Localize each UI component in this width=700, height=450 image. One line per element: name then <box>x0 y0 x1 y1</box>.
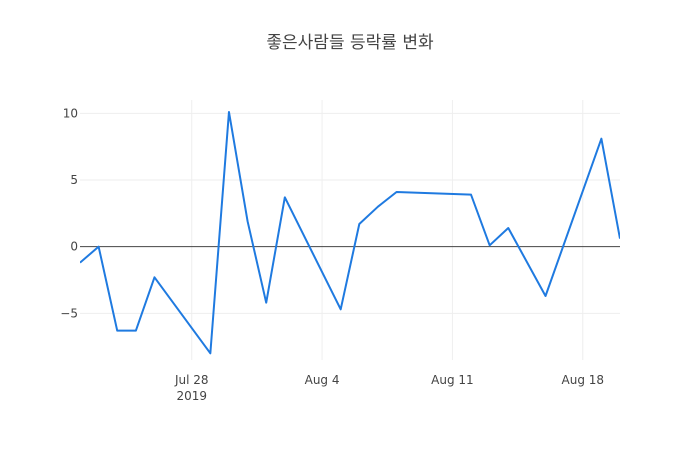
y-tick-label: 0 <box>70 240 78 254</box>
y-tick-label: 10 <box>63 106 78 120</box>
chart-title: 좋은사람들 등락률 변화 <box>266 33 434 53</box>
axes: Jul 28 2019 Aug 4 Aug 11 Aug 18 10 5 0 −5 <box>60 106 620 403</box>
x-tick-sublabel: 2019 <box>176 389 207 403</box>
x-tick-label: Aug 4 <box>305 373 340 387</box>
y-tick-label: −5 <box>60 306 78 320</box>
series-layer <box>80 111 620 355</box>
x-tick-label: Jul 28 <box>174 373 209 387</box>
grid <box>80 100 620 360</box>
x-tick-label: Aug 11 <box>431 373 474 387</box>
y-tick-label: 5 <box>70 173 78 187</box>
x-tick-label: Aug 18 <box>562 373 605 387</box>
series-line <box>80 111 620 355</box>
